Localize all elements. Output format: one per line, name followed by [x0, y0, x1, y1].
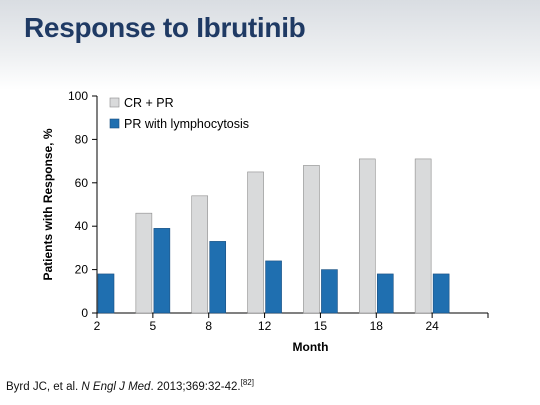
y-axis-title: Patients with Response, %	[41, 128, 55, 280]
bar-pr-lymphocytosis	[209, 241, 227, 314]
x-tick-label: 2	[94, 319, 101, 333]
legend-swatch	[109, 118, 120, 129]
y-tick-label: 20	[75, 263, 89, 277]
chart-axes: 0 20 40 60 80 100 2 5 8 12 15 18 24 Month Patients wit…	[41, 89, 489, 354]
bar-cr-pr	[303, 165, 320, 314]
y-tick-label: 40	[75, 219, 89, 233]
citation-ref: [82]	[240, 378, 254, 387]
bar-pr-lymphocytosis	[97, 273, 115, 314]
bar-cr-pr	[191, 195, 209, 314]
legend-label: CR + PR	[124, 96, 174, 110]
chart-bars	[97, 158, 450, 314]
bar-cr-pr	[135, 212, 153, 314]
slide-title: Response to Ibrutinib	[24, 12, 306, 43]
citation-journal: N Engl J Med	[81, 380, 151, 393]
bar-cr-pr	[358, 158, 376, 314]
bar-pr-lymphocytosis	[432, 273, 450, 314]
legend-swatch	[109, 97, 120, 108]
y-tick-label: 80	[75, 132, 89, 146]
y-tick-label: 100	[68, 89, 88, 103]
bar-pr-lymphocytosis	[321, 269, 338, 314]
citation-authors: Byrd JC, et al.	[6, 380, 79, 393]
citation-details: . 2013;369:32-42.	[150, 380, 241, 393]
bar-cr-pr	[414, 158, 432, 314]
x-tick-label: 12	[258, 319, 272, 333]
legend-label: PR with lymphocytosis	[124, 117, 249, 131]
bar-pr-lymphocytosis	[153, 228, 171, 314]
y-tick-label: 0	[81, 306, 88, 320]
citation: Byrd JC, et al. N Engl J Med. 2013;369:3…	[6, 378, 254, 393]
x-tick-label: 5	[150, 319, 157, 333]
bar-pr-lymphocytosis	[265, 260, 282, 314]
x-tick-label: 18	[370, 319, 384, 333]
y-tick-label: 60	[75, 176, 89, 190]
chart-legend: CR + PR PR with lymphocytosis	[109, 96, 249, 131]
response-bar-chart: 0 20 40 60 80 100 2 5 8 12 15 18 24 Month Patients wit…	[41, 89, 489, 354]
x-axis-title: Month	[293, 340, 329, 354]
x-tick-label: 15	[314, 319, 328, 333]
bar-cr-pr	[247, 171, 264, 314]
x-tick-label: 8	[205, 319, 212, 333]
bar-pr-lymphocytosis	[376, 273, 394, 314]
x-tick-label: 24	[425, 319, 439, 333]
